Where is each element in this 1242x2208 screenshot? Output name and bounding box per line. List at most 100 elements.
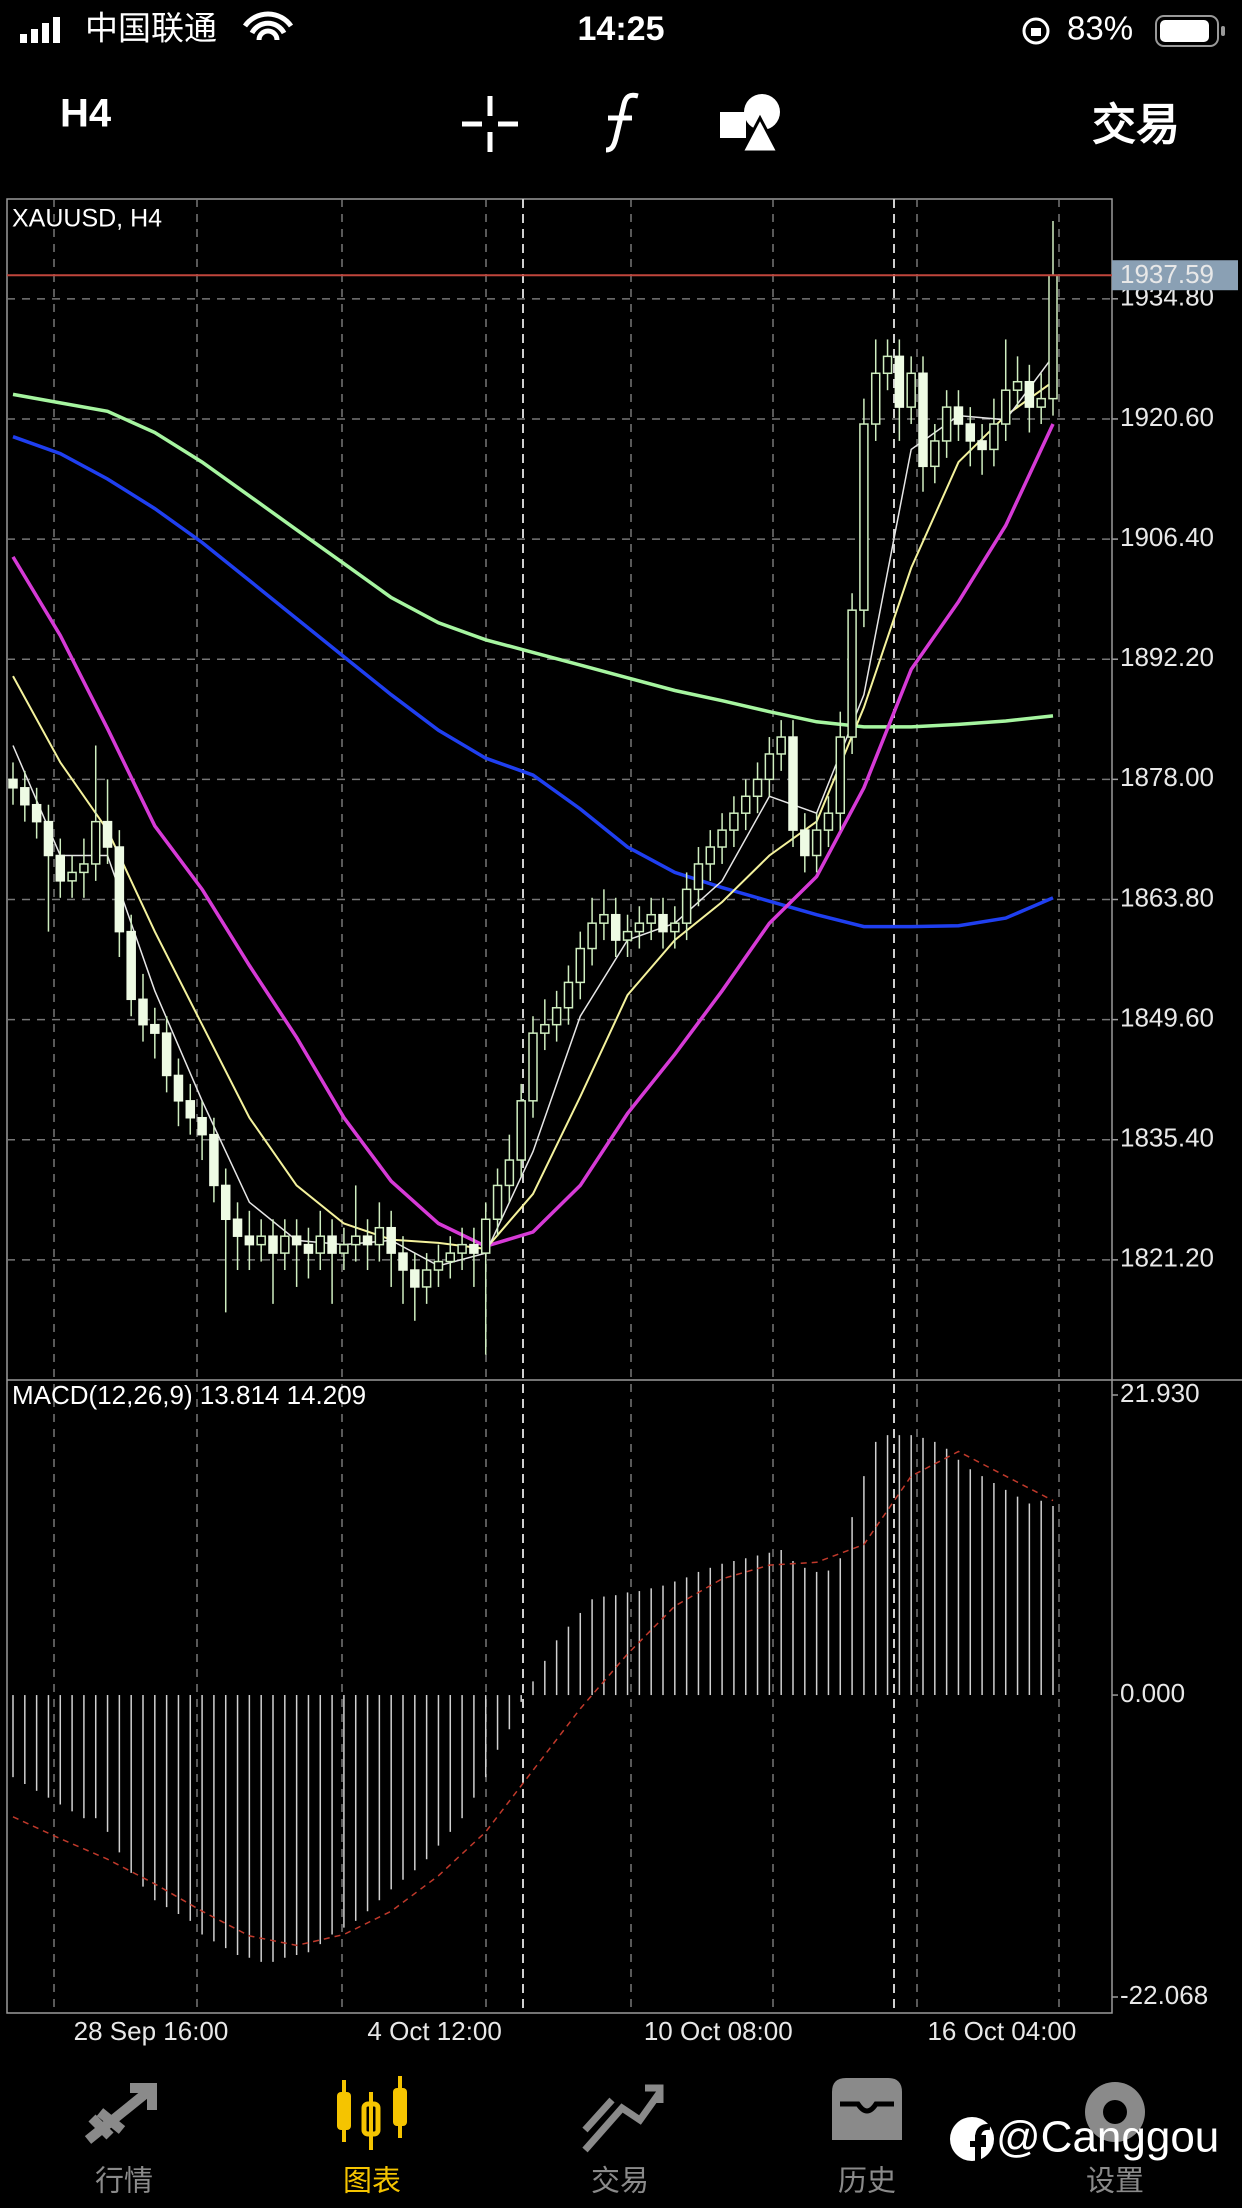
nav-icon[interactable] <box>84 2083 157 2144</box>
candle-body <box>587 922 597 950</box>
y-tick-label: 1849.60 <box>1120 1002 1214 1032</box>
current-price-label: 1937.59 <box>1120 259 1214 289</box>
signal-bar <box>53 17 60 43</box>
candle-body <box>599 913 609 924</box>
clock: 14:25 <box>578 10 665 48</box>
y-tick-label: 1821.20 <box>1120 1243 1214 1273</box>
candle-body <box>350 1235 361 1246</box>
x-tick-label: 4 Oct 12:00 <box>367 2016 501 2046</box>
objects-icon[interactable] <box>720 112 746 138</box>
candle-body <box>362 1235 373 1246</box>
candle-body <box>894 355 905 408</box>
candle-body <box>1048 274 1058 400</box>
candle-body <box>1000 389 1011 425</box>
timeframe-button[interactable]: H4 <box>60 92 112 136</box>
candle-body <box>788 736 798 831</box>
candle-body <box>421 1269 432 1288</box>
candle-body <box>280 1235 290 1254</box>
candle-body <box>882 355 893 375</box>
status-bar: 中国联通 14:25 83% <box>20 10 1225 48</box>
candle-icon[interactable] <box>342 2076 402 2150</box>
y-tick-label: 21.930 <box>1120 1378 1200 1408</box>
y-tick-label: 1863.80 <box>1120 882 1214 912</box>
indicator-title: MACD(12,26,9) 13.814 14.209 <box>12 1380 366 1410</box>
moving-average-line <box>12 355 1054 1267</box>
moving-average-line <box>12 435 1054 929</box>
moving-average-line <box>11 423 1055 1249</box>
nav-label[interactable]: 行情 <box>95 2165 153 2198</box>
y-tick-label: 1878.00 <box>1120 762 1214 792</box>
wifi-icon <box>242 11 294 41</box>
candle-body <box>752 778 763 798</box>
watermark-logo <box>950 2117 994 2161</box>
candle-body <box>492 1184 503 1221</box>
candle-body <box>303 1243 314 1254</box>
candle-body <box>386 1226 396 1254</box>
candle-body <box>79 863 89 874</box>
candle-body <box>126 930 136 1001</box>
nav-icon[interactable] <box>337 2076 407 2150</box>
nav-label[interactable]: 历史 <box>838 2165 896 2198</box>
x-tick-label: 16 Oct 04:00 <box>927 2016 1076 2046</box>
signal-bar <box>20 34 27 43</box>
candle-body <box>291 1235 302 1246</box>
signal-bar <box>42 23 49 43</box>
crosshair-icon[interactable] <box>462 96 518 152</box>
current-price-box <box>1112 260 1238 291</box>
candle-body <box>764 753 775 781</box>
battery-tip <box>1221 26 1225 36</box>
candle-body <box>315 1235 326 1254</box>
objects-icon[interactable] <box>744 94 780 130</box>
candle-body <box>847 609 857 738</box>
candle-body <box>811 829 822 857</box>
candle-body <box>161 1032 172 1077</box>
candle-body <box>90 820 101 865</box>
candle-body <box>800 829 810 857</box>
nav-icon[interactable] <box>840 2101 894 2114</box>
candle-body <box>339 1243 349 1254</box>
candle-body <box>197 1116 207 1136</box>
y-tick-label: -22.068 <box>1120 1980 1208 2010</box>
nav-icon[interactable] <box>582 2084 664 2153</box>
candle-body <box>918 372 928 468</box>
carrier: 中国联通 <box>85 10 217 47</box>
candle-body <box>31 803 42 823</box>
nav-label[interactable]: 交易 <box>591 2165 649 2198</box>
candle-body <box>67 871 77 882</box>
candle-body <box>220 1184 231 1221</box>
candle-body <box>646 913 656 924</box>
moving-average-line <box>12 392 1054 729</box>
nav-label[interactable]: 设置 <box>1086 2166 1144 2198</box>
chart-title: XAUUSD, H4 <box>12 205 162 233</box>
candle-body <box>870 372 881 425</box>
candle-body <box>504 1159 515 1187</box>
candle-body <box>232 1218 243 1237</box>
y-tick-label: 1920.60 <box>1120 402 1214 432</box>
candle-body <box>102 820 113 848</box>
candle-body <box>20 787 30 806</box>
candle-body <box>528 1032 538 1102</box>
candle-body <box>55 854 66 882</box>
candle-body <box>469 1243 479 1254</box>
nav-labels: 行情 图表 交易 历史 设置 <box>95 2165 1144 2198</box>
candle-body <box>551 1007 562 1026</box>
candle-body <box>953 406 964 425</box>
candle-body <box>693 863 704 891</box>
nav-label[interactable]: 图表 <box>343 2165 401 2198</box>
candle-body <box>989 423 999 451</box>
candle-body <box>138 998 148 1026</box>
y-tick-label: 1892.20 <box>1120 642 1214 672</box>
bottom-nav: 行情 图表 交易 历史 设置 @Canggou <box>84 2076 1219 2198</box>
candle-body <box>823 812 834 831</box>
candle-body <box>410 1269 420 1288</box>
indicator-icon[interactable] <box>605 92 639 153</box>
candle-body <box>977 440 987 451</box>
candle-body <box>705 846 716 865</box>
nav-icon[interactable] <box>1103 2100 1127 2124</box>
objects-icon[interactable] <box>739 114 781 154</box>
candle-body <box>173 1074 184 1102</box>
x-tick-label: 28 Sep 16:00 <box>74 2016 229 2046</box>
trade-button[interactable]: 交易 <box>1092 101 1180 150</box>
